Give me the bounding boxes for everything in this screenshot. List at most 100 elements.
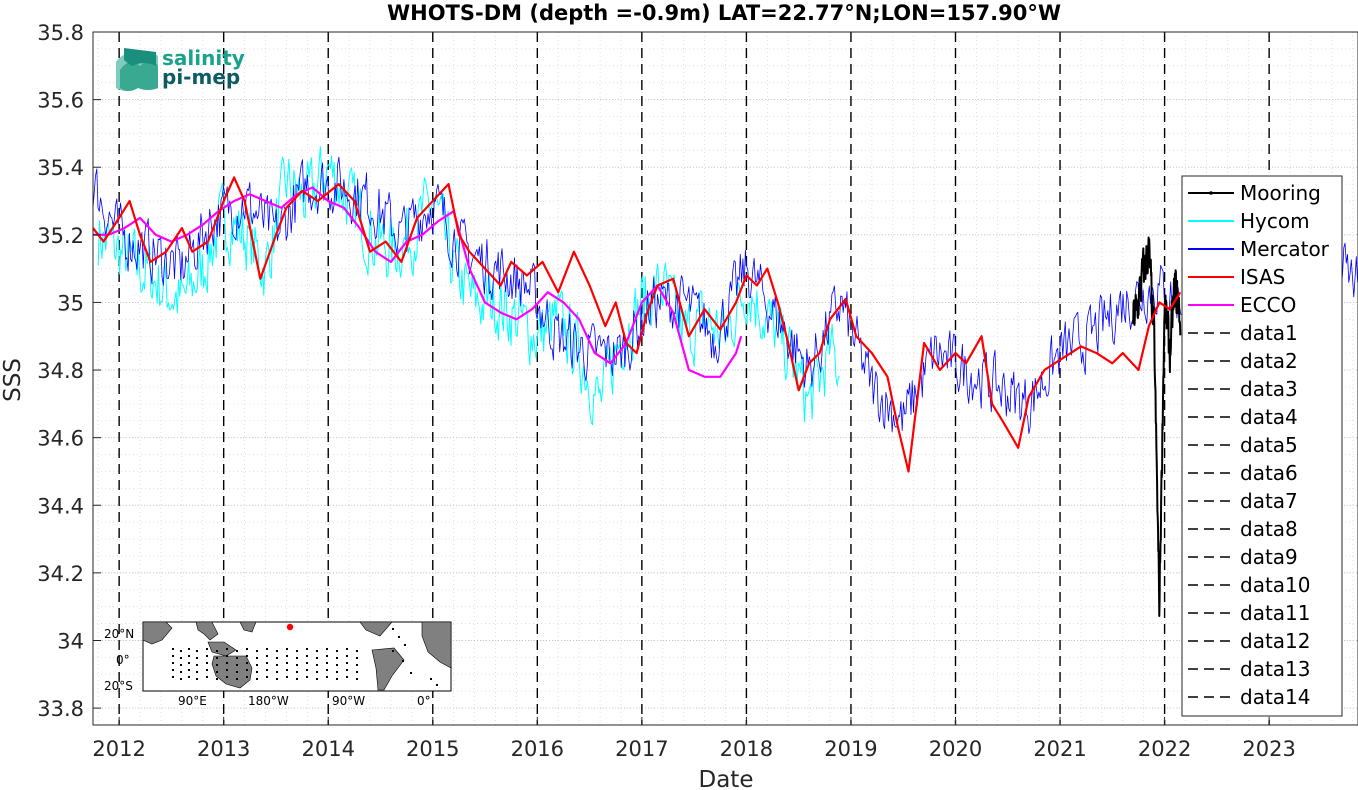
legend-box bbox=[1181, 175, 1343, 717]
inset-station-dot bbox=[256, 657, 258, 659]
x-tick-label: 2013 bbox=[197, 737, 250, 761]
inset-station-dot bbox=[296, 650, 298, 652]
inset-station-dot bbox=[398, 636, 400, 638]
inset-station-dot bbox=[216, 650, 218, 652]
inset-station-dot bbox=[276, 671, 278, 673]
inset-map: 20°N 0° 20°S 90°E 180°W 90°W 0° bbox=[104, 621, 452, 708]
series-line-isas bbox=[92, 176, 1182, 473]
inset-station-dot bbox=[316, 657, 318, 659]
inset-station-dot bbox=[346, 662, 348, 664]
inset-lon-label-180w: 180°W bbox=[248, 694, 289, 708]
inset-station-dot bbox=[246, 662, 248, 664]
inset-station-dot bbox=[196, 671, 198, 673]
inset-station-dot bbox=[356, 664, 358, 666]
series-line-ecco bbox=[93, 186, 743, 378]
inset-station-dot bbox=[286, 669, 288, 671]
inset-station-dot bbox=[180, 650, 182, 652]
inset-station-dot bbox=[276, 678, 278, 680]
inset-station-dot bbox=[236, 650, 238, 652]
legend-label: data12 bbox=[1240, 629, 1311, 653]
inset-station-dot bbox=[276, 664, 278, 666]
inset-station-dot bbox=[216, 664, 218, 666]
inset-station-dot bbox=[206, 662, 208, 664]
inset-station-dot bbox=[316, 671, 318, 673]
inset-station-dot bbox=[172, 655, 174, 657]
y-tick-label: 35.4 bbox=[37, 156, 84, 180]
y-axis-ticks: 33.8 34 34.2 34.4 34.6 34.8 35 35.2 35.4 35.6 35.8 bbox=[37, 21, 101, 721]
inset-station-dot bbox=[188, 676, 190, 678]
inset-station-dot bbox=[356, 657, 358, 659]
x-tick-label: 2022 bbox=[1138, 737, 1191, 761]
x-tick-label: 2012 bbox=[92, 737, 145, 761]
inset-station-dot bbox=[436, 684, 438, 686]
inset-station-dot bbox=[266, 676, 268, 678]
inset-station-dot bbox=[276, 650, 278, 652]
x-tick-label: 2020 bbox=[929, 737, 982, 761]
inset-station-dot bbox=[172, 669, 174, 671]
inset-station-dot bbox=[246, 676, 248, 678]
inset-station-dot bbox=[256, 671, 258, 673]
inset-station-dot bbox=[216, 671, 218, 673]
logo-line2: pi-mep bbox=[162, 65, 240, 89]
y-tick-label: 34.6 bbox=[37, 427, 84, 451]
x-tick-label: 2021 bbox=[1033, 737, 1086, 761]
inset-lat-label-0: 0° bbox=[116, 653, 130, 667]
inset-station-dot bbox=[306, 655, 308, 657]
vertical-dashed-lines bbox=[118, 32, 1270, 725]
logo-line1: salinity bbox=[162, 46, 245, 70]
inset-station-dot bbox=[356, 650, 358, 652]
x-axis-label: Date bbox=[699, 767, 754, 790]
x-tick-label: 2016 bbox=[511, 737, 564, 761]
inset-station-dot bbox=[392, 650, 394, 652]
y-tick-label: 34 bbox=[57, 629, 84, 653]
inset-station-dot bbox=[236, 678, 238, 680]
y-tick-label: 35 bbox=[57, 291, 84, 315]
inset-station-dot bbox=[180, 657, 182, 659]
legend-label: data5 bbox=[1240, 433, 1298, 457]
inset-station-dot bbox=[188, 669, 190, 671]
x-tick-label: 2015 bbox=[406, 737, 459, 761]
inset-station-dot bbox=[306, 669, 308, 671]
legend-label: data13 bbox=[1240, 657, 1311, 681]
grid bbox=[93, 31, 1358, 726]
inset-station-dot bbox=[410, 672, 412, 674]
series-line-mercator bbox=[92, 156, 1358, 434]
inset-station-dot bbox=[346, 669, 348, 671]
y-tick-label: 35.2 bbox=[37, 224, 84, 248]
inset-station-dot bbox=[188, 662, 190, 664]
inset-station-dot bbox=[180, 678, 182, 680]
x-tick-label: 2018 bbox=[720, 737, 773, 761]
x-tick-label: 2023 bbox=[1242, 737, 1295, 761]
y-tick-label: 35.8 bbox=[37, 21, 84, 45]
logo-waves-icon bbox=[116, 48, 158, 91]
inset-station-dot bbox=[172, 662, 174, 664]
legend-label: data2 bbox=[1240, 349, 1298, 373]
legend-label: data14 bbox=[1240, 685, 1311, 709]
legend-label: data3 bbox=[1240, 377, 1298, 401]
inset-station-dot bbox=[296, 657, 298, 659]
inset-station-dot bbox=[226, 676, 228, 678]
inset-station-dot bbox=[296, 678, 298, 680]
inset-station-dot bbox=[256, 650, 258, 652]
inset-station-dot bbox=[172, 648, 174, 650]
inset-station-dot bbox=[326, 669, 328, 671]
legend-label: data10 bbox=[1240, 573, 1311, 597]
inset-station-dot bbox=[286, 648, 288, 650]
inset-station-dot bbox=[316, 664, 318, 666]
inset-station-dot bbox=[266, 662, 268, 664]
legend-marker bbox=[1209, 191, 1213, 195]
inset-station-dot bbox=[356, 678, 358, 680]
inset-station-dot bbox=[326, 655, 328, 657]
inset-station-dot bbox=[326, 662, 328, 664]
series-line-mooring bbox=[1132, 236, 1182, 617]
inset-station-dot bbox=[226, 655, 228, 657]
inset-station-dot bbox=[216, 678, 218, 680]
inset-station-dot bbox=[266, 655, 268, 657]
inset-station-dot bbox=[336, 657, 338, 659]
inset-map-stations bbox=[172, 628, 438, 686]
inset-lon-label-90w: 90°W bbox=[332, 694, 365, 708]
inset-station-dot bbox=[346, 676, 348, 678]
inset-station-dot bbox=[180, 664, 182, 666]
inset-station-dot bbox=[236, 671, 238, 673]
y-tick-label: 34.4 bbox=[37, 494, 84, 518]
